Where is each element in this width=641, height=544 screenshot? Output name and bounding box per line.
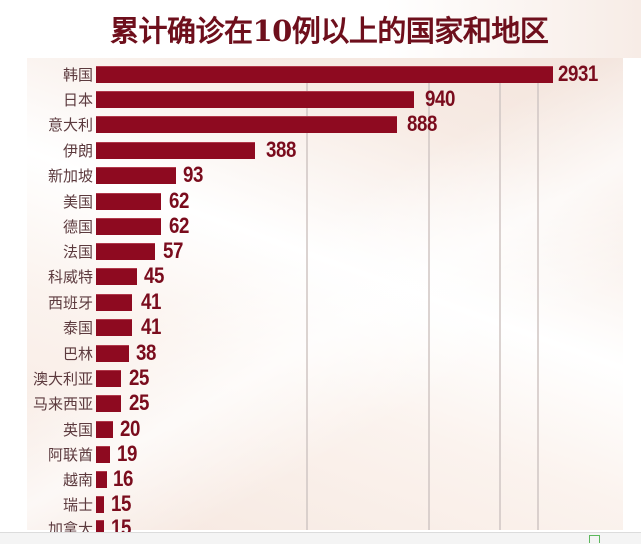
- bar: [96, 520, 104, 537]
- bar: [96, 218, 161, 235]
- bar-row-japan: 日本 940: [0, 86, 641, 111]
- value-label: 62: [169, 188, 189, 213]
- bar-row-spain: 西班牙 41: [0, 289, 641, 314]
- category-label: 德国: [62, 218, 93, 236]
- category-label: 科威特: [47, 268, 93, 286]
- bar-row-korea: 韩国 2931: [0, 61, 641, 86]
- bar: [96, 395, 121, 412]
- bar-row-italy: 意大利 888: [0, 111, 641, 136]
- gridline: [499, 82, 501, 530]
- category-label: 巴林: [62, 345, 93, 363]
- value-label: 38: [136, 340, 156, 365]
- bar-row-iran: 伊朗 388: [0, 137, 641, 162]
- gridline: [428, 82, 430, 530]
- bottom-toolbar: [0, 532, 641, 544]
- gridline: [306, 82, 308, 530]
- bar-row-vietnam: 越南 16: [0, 466, 641, 491]
- bar-row-kuwait: 科威特 45: [0, 263, 641, 288]
- bar: [96, 66, 553, 83]
- bar: [96, 243, 155, 260]
- category-label: 泰国: [62, 319, 93, 337]
- bar: [96, 446, 110, 463]
- value-label: 93: [183, 162, 203, 187]
- category-label: 韩国: [62, 66, 93, 84]
- category-label: 马来西亚: [32, 395, 93, 413]
- chart-title: 累计确诊在10例以上的国家和地区: [110, 14, 549, 48]
- category-label: 瑞士: [62, 496, 93, 514]
- value-label: 20: [120, 416, 140, 441]
- bar-row-singapore: 新加坡 93: [0, 162, 641, 187]
- bar: [96, 142, 255, 159]
- gridline: [537, 82, 539, 530]
- category-label: 美国: [62, 193, 93, 211]
- bar-row-thailand: 泰国 41: [0, 314, 641, 339]
- value-label: 45: [144, 263, 164, 288]
- bar-row-bahrain: 巴林 38: [0, 340, 641, 365]
- bar-row-usa: 美国 62: [0, 188, 641, 213]
- value-label: 25: [129, 365, 149, 390]
- bar: [96, 370, 121, 387]
- category-label: 阿联酋: [47, 446, 93, 464]
- bar: [96, 345, 129, 362]
- value-label: 388: [266, 137, 296, 162]
- category-label: 英国: [62, 421, 93, 439]
- bar-row-uae: 阿联酋 19: [0, 441, 641, 466]
- bar-row-malaysia: 马来西亚 25: [0, 390, 641, 415]
- bar: [96, 193, 161, 210]
- category-label: 新加坡: [47, 167, 93, 185]
- category-label: 法国: [62, 243, 93, 261]
- value-label: 19: [117, 441, 137, 466]
- bar: [96, 91, 414, 108]
- value-label: 41: [141, 289, 161, 314]
- bar: [96, 294, 132, 311]
- bar-row-australia: 澳大利亚 25: [0, 365, 641, 390]
- category-label: 澳大利亚: [32, 370, 93, 388]
- bar: [96, 471, 107, 488]
- value-label: 940: [425, 86, 455, 111]
- value-label: 57: [163, 238, 183, 263]
- value-label: 15: [111, 491, 131, 516]
- value-label: 2931: [558, 61, 598, 86]
- value-label: 16: [113, 466, 133, 491]
- bar: [96, 319, 132, 336]
- cropped-caption: [16, 534, 96, 542]
- bar: [96, 421, 113, 438]
- bar: [96, 496, 104, 513]
- category-label: 伊朗: [62, 142, 93, 160]
- category-label: 西班牙: [47, 294, 93, 312]
- value-label: 888: [407, 111, 437, 136]
- bar-row-uk: 英国 20: [0, 416, 641, 441]
- bar: [96, 116, 397, 133]
- bar-row-france: 法国 57: [0, 238, 641, 263]
- category-label: 意大利: [47, 116, 93, 134]
- category-label: 越南: [62, 471, 93, 489]
- category-label: 日本: [62, 91, 93, 109]
- value-label: 62: [169, 213, 189, 238]
- header-background: [0, 0, 641, 58]
- value-label: 25: [129, 390, 149, 415]
- bar: [96, 268, 137, 285]
- bar-row-switzerland: 瑞士 15: [0, 491, 641, 516]
- bar-row-germany: 德国 62: [0, 213, 641, 238]
- bar: [96, 167, 176, 184]
- checkbox-icon[interactable]: [589, 535, 600, 543]
- value-label: 41: [141, 314, 161, 339]
